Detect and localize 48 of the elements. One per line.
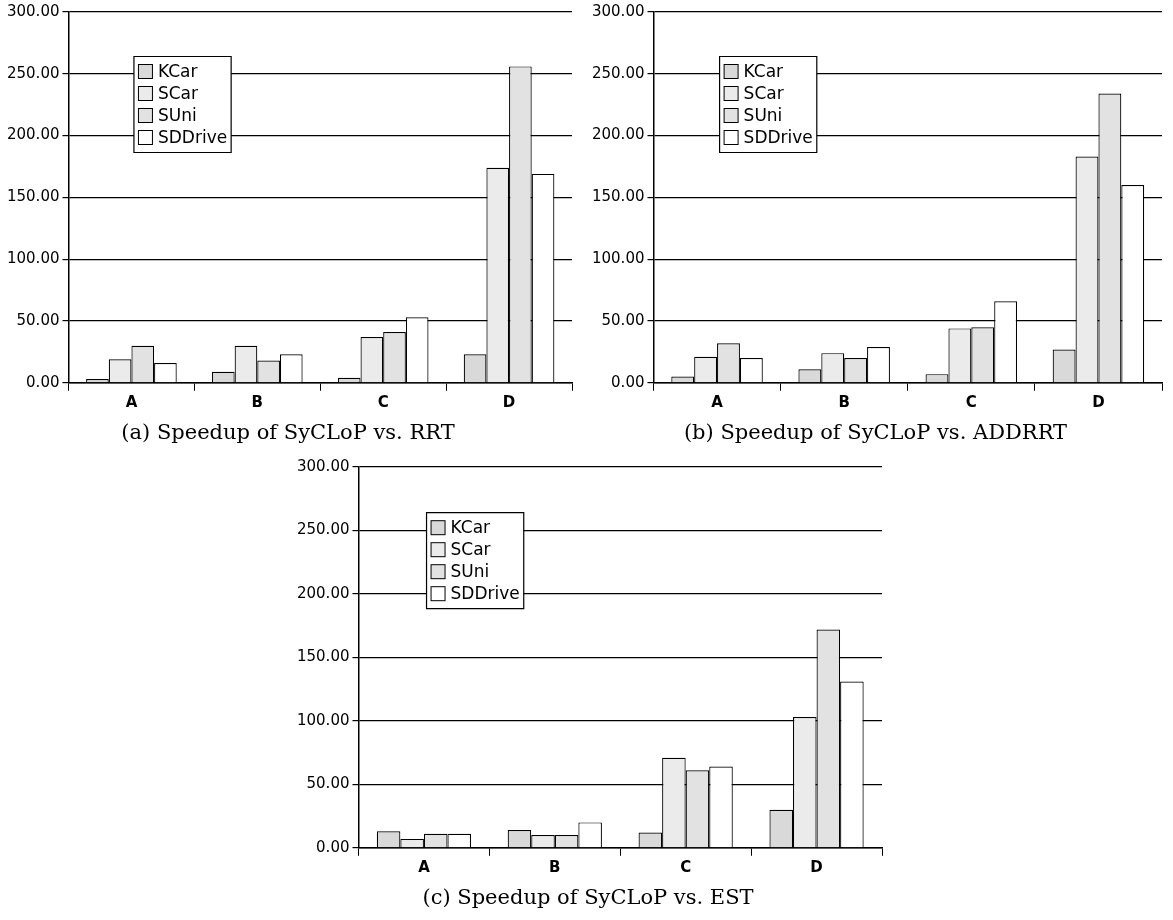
text: (a) Speedup of SyCLoP vs. RRT (121, 419, 455, 444)
legend-label: KCar (743, 60, 784, 81)
y-tick-label: 100.00 (591, 249, 645, 268)
legend-label: KCar (157, 60, 198, 81)
x-tick-label: D (502, 392, 516, 411)
legend-label: SDDrive (157, 126, 228, 147)
legend-label: SDDrive (743, 126, 813, 147)
legend-label: KCar (450, 517, 491, 538)
y-tick-label: 100.00 (296, 710, 350, 729)
x-tick-label: B (251, 392, 264, 411)
y-tick-label: 300.00 (6, 1, 60, 20)
x-tick-label: B (549, 857, 561, 876)
legend-label: SDDrive (450, 583, 520, 604)
x-tick-label: C (965, 392, 977, 411)
y-tick-label: 0.00 (26, 372, 60, 391)
y-tick-label: 150.00 (296, 647, 350, 666)
y-tick-label: 300.00 (296, 456, 350, 475)
y-tick-label: 200.00 (591, 125, 645, 144)
y-tick-label: 200.00 (6, 125, 60, 144)
x-tick-label: C (377, 392, 389, 411)
legend-label: SCar (450, 539, 491, 560)
y-tick-label: 250.00 (6, 63, 60, 82)
legend-label: SCar (157, 82, 199, 103)
text: (c) Speedup of SyCLoP vs. EST (422, 884, 754, 909)
y-tick-label: 50.00 (306, 774, 350, 793)
y-tick-label: 0.00 (611, 372, 645, 391)
y-tick-label: 50.00 (601, 310, 645, 329)
y-tick-label: 100.00 (6, 249, 60, 268)
x-tick-label: A (711, 392, 724, 411)
y-tick-label: 200.00 (296, 583, 350, 602)
x-tick-label: A (418, 857, 431, 876)
x-tick-label: D (1092, 392, 1105, 411)
x-tick-label: A (125, 392, 138, 411)
legend-label: SUni (157, 104, 197, 125)
y-tick-label: 150.00 (591, 187, 645, 206)
legend-label: SUni (743, 104, 783, 125)
x-tick-label: D (810, 857, 823, 876)
legend-label: SCar (743, 82, 784, 103)
legend-label: SUni (450, 561, 490, 582)
y-tick-label: 0.00 (316, 837, 350, 856)
y-tick-label: 250.00 (591, 63, 645, 82)
y-tick-label: 150.00 (6, 187, 60, 206)
y-tick-label: 250.00 (296, 520, 350, 539)
y-tick-label: 300.00 (591, 1, 645, 20)
x-tick-label: B (838, 392, 850, 411)
text: (b) Speedup of SyCLoP vs. ADDRRT (683, 419, 1068, 444)
y-tick-label: 50.00 (16, 310, 60, 329)
x-tick-label: C (680, 857, 692, 876)
